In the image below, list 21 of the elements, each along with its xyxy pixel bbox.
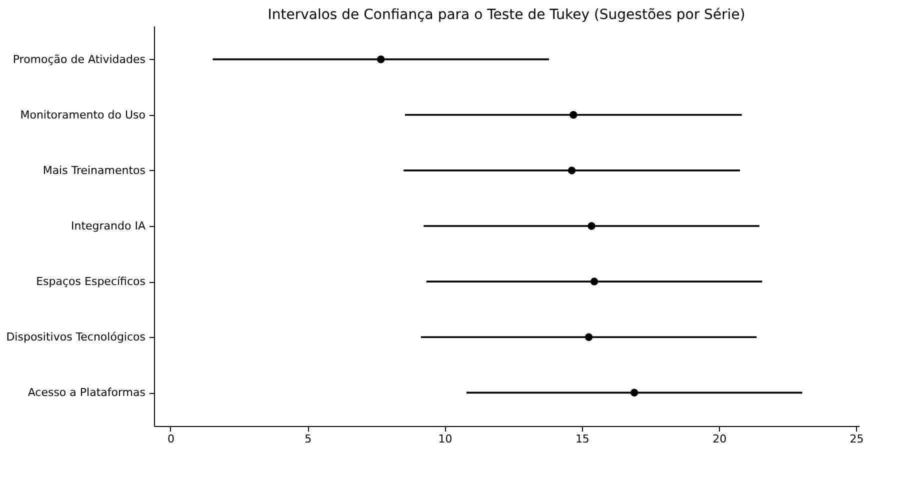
y-tick-label: Espaços Específicos (36, 275, 146, 288)
point (570, 111, 578, 119)
x-tick-label: 25 (850, 432, 864, 446)
x-tick-label: 0 (167, 432, 174, 446)
point (588, 222, 596, 230)
y-tick-label: Promoção de Atividades (12, 52, 146, 66)
x-tick-label: 15 (575, 432, 590, 446)
point (590, 278, 598, 286)
point (584, 333, 593, 341)
x-tick-label: 5 (304, 432, 312, 446)
y-tick-label: Integrando IA (71, 220, 146, 232)
point (376, 55, 385, 64)
y-tick-label: Monitoramento do Uso (20, 108, 146, 122)
y-tick-label: Acesso a Plataformas (28, 386, 146, 400)
y-tick-label: Dispositivos Tecnológicos (6, 330, 146, 344)
chart-title: Intervalos de Confiança para o Teste de Tukey (Sugestões por Série) (268, 7, 746, 23)
x-tick-label: 20 (712, 432, 727, 446)
x-tick-label: 10 (438, 432, 452, 446)
y-tick-label: Mais Treinamentos (42, 164, 146, 177)
point (568, 166, 576, 174)
point (630, 388, 638, 397)
